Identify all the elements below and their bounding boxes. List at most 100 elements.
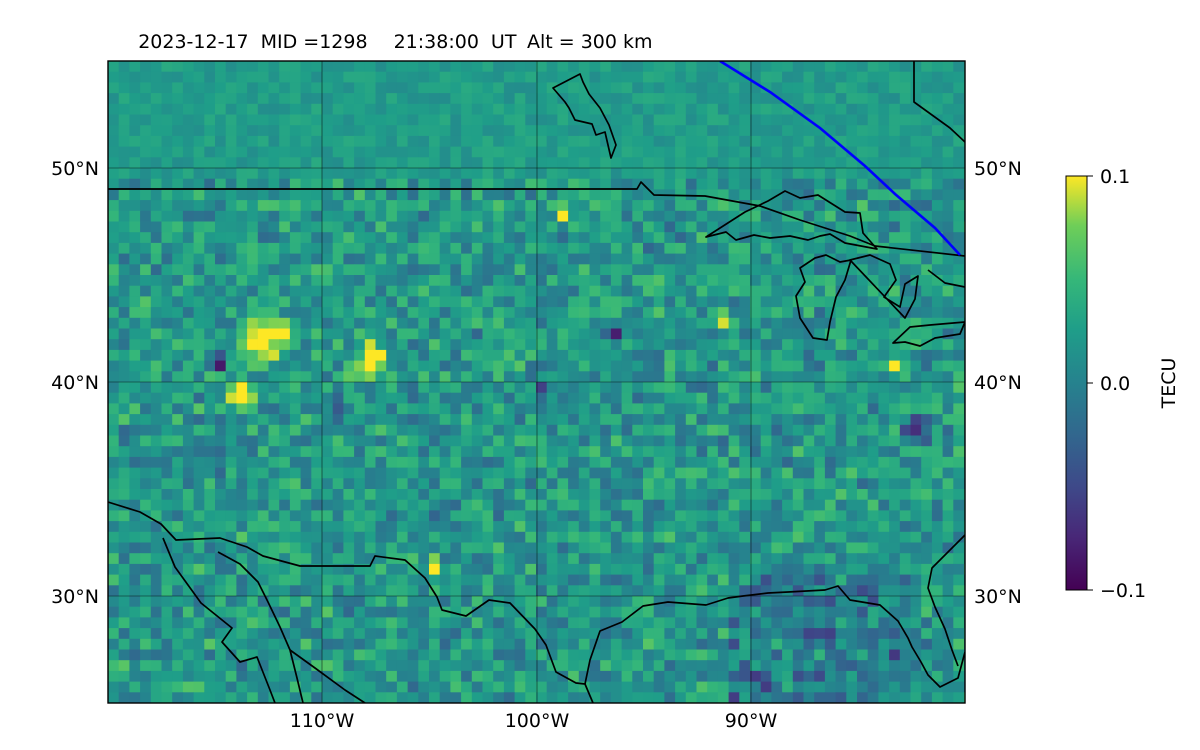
tec-cell [257,210,269,222]
tec-cell [172,328,184,340]
tec-cell [814,703,825,714]
tec-cell [899,146,911,158]
tec-cell [482,478,494,490]
tec-cell [257,510,269,522]
latitude-labels-left: 50°N 40°N 30°N [51,158,99,608]
tec-cell [289,168,301,180]
tec-cell [878,531,890,543]
tec-cell [717,638,729,650]
tec-cell [557,628,569,640]
tec-cell [664,168,676,180]
tec-cell [899,649,911,661]
tec-cell [215,157,227,169]
tec-cell [354,349,366,361]
tec-cell [461,103,473,115]
tec-cell [578,456,590,468]
tec-cell [332,574,344,586]
tec-cell [429,499,441,511]
tec-cell [568,499,580,511]
tec-cell [429,703,440,714]
tec-cell [514,307,526,319]
tec-cell [921,414,933,426]
tec-cell [824,328,836,340]
tec-cell [429,574,441,586]
tec-cell [418,628,430,640]
tec-cell [493,617,505,629]
tec-cell [814,146,826,158]
tec-cell [707,392,719,404]
tec-cell [782,189,794,201]
tec-cell [396,628,408,640]
tec-cell [407,317,419,329]
tec-cell [268,456,280,468]
tec-cell [653,446,665,458]
tec-cell [407,178,419,190]
tec-cell [418,157,430,169]
tec-cell [161,264,173,276]
tec-cell [343,296,355,308]
tec-cell [910,446,922,458]
tec-cell [792,382,804,394]
tec-cell [953,114,965,126]
tec-cell [215,242,227,254]
tec-cell [664,275,676,287]
tec-cell [717,574,729,586]
tec-cell [332,146,344,158]
tec-cell [728,146,740,158]
tec-cell [803,628,815,640]
tec-cell [343,168,355,180]
tec-cell [268,168,280,180]
tec-cell [300,339,312,351]
tec-cell [900,703,911,714]
tec-cell [942,264,954,276]
tec-cell [643,210,655,222]
tec-cell [568,563,580,575]
tec-cell [118,692,130,703]
tec-cell [343,285,355,297]
tec-cell [182,307,194,319]
tec-cell [343,692,355,703]
tec-cell [814,414,826,426]
tec-cell [782,168,794,180]
tec-cell [621,221,633,233]
tec-cell [472,703,483,714]
tec-cell [119,703,130,714]
tec-cell [225,349,237,361]
tec-cell [653,638,665,650]
tec-cell [568,61,580,73]
tec-cell [942,585,954,597]
tec-cell [450,606,462,618]
tec-cell [182,328,194,340]
tec-cell [600,424,612,436]
tec-cell [578,692,590,703]
tec-cell [867,681,879,693]
tec-cell [482,456,494,468]
tec-cell [942,606,954,618]
tec-cell [364,628,376,640]
tec-cell [386,660,398,672]
tec-cell [450,168,462,180]
tec-cell [707,232,719,244]
tec-cell [643,317,655,329]
tec-cell [771,349,783,361]
tec-cell [717,93,729,105]
tec-cell [707,531,719,543]
tec-cell [407,157,419,169]
tec-cell [600,349,612,361]
tec-cell [386,221,398,233]
tec-cell [803,82,815,94]
tec-cell [568,146,580,158]
tec-cell [739,510,751,522]
tec-cell [953,703,964,714]
tec-cell [172,275,184,287]
tec-cell [750,189,762,201]
tec-cell [803,660,815,672]
tec-cell [846,553,858,565]
tec-cell [632,606,644,618]
tec-cell [610,403,622,415]
tec-cell [782,200,794,212]
tec-cell [750,670,762,682]
tec-cell [322,456,334,468]
tec-cell [525,125,537,137]
tec-cell [803,563,815,575]
